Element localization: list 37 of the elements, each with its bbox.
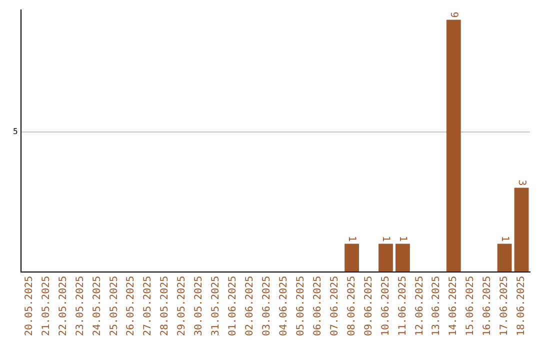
data-label: 1 — [380, 236, 392, 242]
x-tick-label: 30.05.2025 — [194, 276, 205, 336]
x-tick-label: 08.06.2025 — [346, 276, 358, 336]
x-tick-label: 23.05.2025 — [74, 276, 86, 336]
x-tick-label: 16.06.2025 — [482, 276, 494, 336]
x-tick-label: 03.06.2025 — [262, 276, 273, 336]
x-tick-label: 14.06.2025 — [448, 276, 460, 336]
x-tick-label: 06.06.2025 — [312, 276, 324, 336]
y-tick-label: 5 — [12, 126, 18, 136]
x-tick-label: 10.06.2025 — [380, 276, 392, 336]
x-tick-label: 07.06.2025 — [329, 276, 340, 336]
x-tick-label: 20.05.2025 — [24, 276, 35, 336]
x-tick-label: 26.05.2025 — [126, 276, 137, 336]
data-label: 1 — [346, 236, 358, 242]
x-tick-label: 29.05.2025 — [176, 276, 188, 336]
x-tick-label: 09.06.2025 — [363, 276, 374, 336]
data-label: 9 — [448, 12, 460, 18]
x-tick-label: 01.06.2025 — [228, 276, 239, 336]
x-tick-label: 17.06.2025 — [499, 276, 510, 336]
x-tick-label: 15.06.2025 — [465, 276, 476, 336]
x-tick-label: 02.06.2025 — [244, 276, 256, 336]
x-tick-label: 24.05.2025 — [92, 276, 103, 336]
x-tick-label: 05.06.2025 — [295, 276, 306, 336]
x-tick-label: 12.06.2025 — [414, 276, 426, 336]
x-tick-label: 22.05.2025 — [58, 276, 69, 336]
x-tick-label: 25.05.2025 — [108, 276, 120, 336]
x-tick-label: 21.05.2025 — [40, 276, 52, 336]
x-tick-label: 13.06.2025 — [431, 276, 442, 336]
data-label: 3 — [516, 180, 527, 186]
data-label: 1 — [397, 236, 408, 242]
x-tick-label: 31.05.2025 — [210, 276, 222, 336]
x-tick-label: 11.06.2025 — [397, 276, 408, 336]
data-label: 1 — [498, 236, 510, 242]
x-tick-label: 27.05.2025 — [142, 276, 154, 336]
x-tick-label: 28.05.2025 — [160, 276, 171, 336]
x-tick-label: 04.06.2025 — [278, 276, 290, 336]
x-tick-label: 18.06.2025 — [516, 276, 528, 336]
